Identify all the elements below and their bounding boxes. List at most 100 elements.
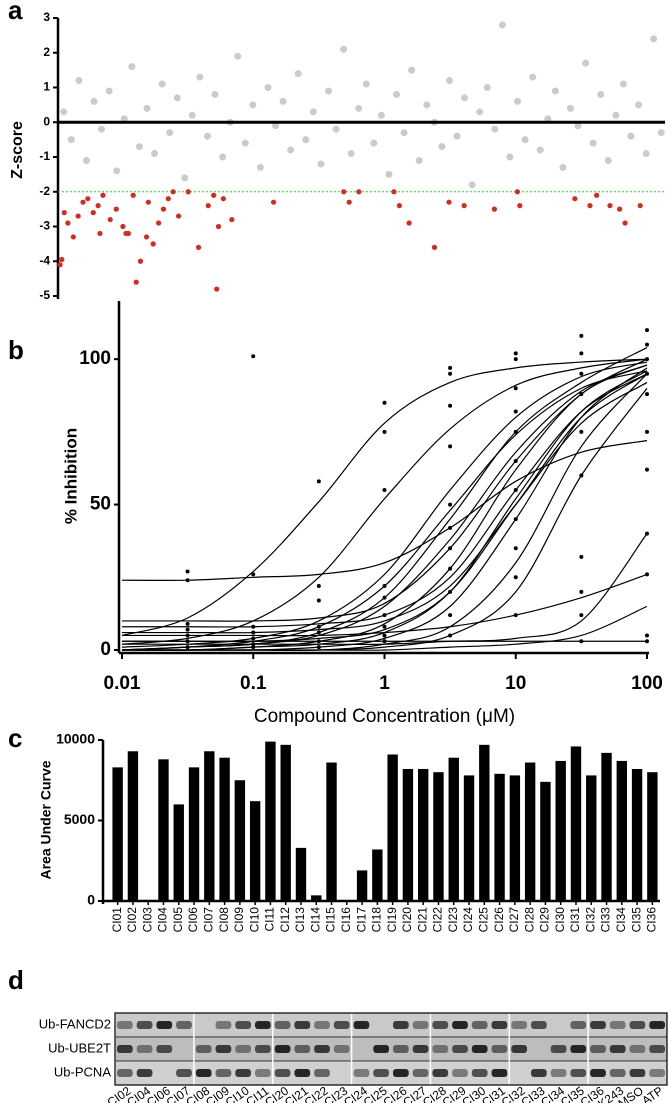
y-axis-label: % Inhibition: [61, 428, 80, 524]
band: [373, 1045, 389, 1053]
bar: [418, 768, 429, 901]
hit-point: [396, 203, 403, 209]
band: [570, 1069, 587, 1077]
band: [235, 1045, 251, 1053]
fit-curve: [121, 364, 648, 651]
hit-point: [75, 213, 81, 219]
screen-point: [309, 108, 317, 116]
bar: [601, 752, 612, 901]
data-point: [382, 624, 387, 629]
screen-point: [256, 163, 264, 171]
bar: [356, 870, 368, 901]
y-tick-label: 100: [79, 348, 111, 369]
data-point: [185, 633, 190, 638]
y-axis-label: Area Under Curve: [38, 760, 54, 879]
x-tick-label: CI10: [247, 907, 261, 933]
panel-label: a: [8, 0, 23, 25]
bar: [295, 847, 307, 901]
band: [432, 1045, 449, 1053]
data-point: [382, 613, 387, 618]
x-tick-label: CI31: [568, 907, 582, 933]
data-point: [316, 598, 321, 603]
x-tick-label: 10: [505, 673, 526, 694]
screen-point: [642, 150, 650, 158]
screen-point: [113, 167, 121, 175]
data-point: [645, 328, 649, 333]
data-point: [251, 642, 256, 647]
band: [255, 1021, 271, 1029]
x-tick-label: CI34: [614, 907, 628, 933]
y-axis-label: Z-score: [9, 121, 26, 179]
band: [471, 1021, 488, 1029]
bar: [280, 744, 291, 901]
data-point: [579, 473, 584, 478]
hit-point: [637, 203, 643, 209]
hit-point: [57, 262, 63, 268]
hit-point: [113, 206, 119, 212]
screen-point: [272, 122, 280, 130]
bar: [509, 775, 521, 901]
screen-point: [498, 21, 506, 29]
hit-point: [356, 189, 362, 195]
screen-point: [60, 108, 68, 116]
data-point: [513, 546, 518, 551]
band: [314, 1021, 330, 1029]
screen-point: [551, 87, 559, 95]
data-point: [645, 639, 649, 644]
bar: [311, 895, 322, 901]
hit-point: [229, 216, 235, 223]
screen-point: [67, 136, 75, 144]
band: [471, 1069, 488, 1077]
band: [412, 1045, 429, 1053]
band: [294, 1045, 311, 1053]
band: [491, 1021, 508, 1029]
data-point: [251, 572, 256, 577]
screen-point: [302, 136, 310, 144]
band: [136, 1069, 153, 1077]
data-point: [251, 636, 256, 641]
x-tick-label: CI25: [476, 907, 490, 933]
data-point: [513, 613, 518, 618]
screen-point: [128, 63, 136, 71]
fit-curve: [122, 533, 648, 645]
band: [136, 1045, 153, 1053]
screen-point: [249, 101, 257, 109]
band: [215, 1069, 232, 1077]
band: [570, 1021, 587, 1029]
x-tick-label: CI12: [278, 907, 292, 933]
band: [294, 1069, 311, 1077]
band: [294, 1021, 311, 1029]
bar: [463, 775, 475, 901]
y-tick-label: -3: [39, 219, 50, 233]
fit-curve: [121, 358, 648, 645]
x-tick-label: CI36: [645, 907, 659, 933]
bar: [402, 768, 414, 901]
y-tick-label: 0: [43, 114, 50, 128]
screen-point: [211, 90, 219, 98]
screen-point: [377, 111, 385, 119]
screen-point: [604, 156, 612, 164]
data-point: [579, 333, 584, 338]
x-tick-label: CI09: [232, 907, 246, 933]
band: [274, 1069, 291, 1077]
band: [609, 1069, 626, 1077]
band: [176, 1069, 192, 1077]
hit-point: [160, 206, 167, 212]
band: [590, 1021, 606, 1029]
x-tick-label: 0.1: [240, 673, 267, 694]
blot-frame: [114, 1012, 668, 1086]
band: [609, 1045, 626, 1053]
x-tick-label: CI08: [217, 907, 231, 933]
fit-curve: [121, 364, 648, 651]
band: [235, 1021, 251, 1029]
y-tick-label: 0: [87, 892, 95, 908]
hit-point: [85, 196, 91, 202]
hit-point: [341, 189, 347, 195]
screen-point: [627, 132, 635, 140]
y-tick-label: 50: [90, 494, 111, 515]
y-tick-label: 0: [100, 639, 111, 660]
data-point: [448, 371, 453, 376]
screen-point: [612, 111, 620, 119]
hit-point: [120, 223, 126, 230]
band: [590, 1045, 606, 1053]
